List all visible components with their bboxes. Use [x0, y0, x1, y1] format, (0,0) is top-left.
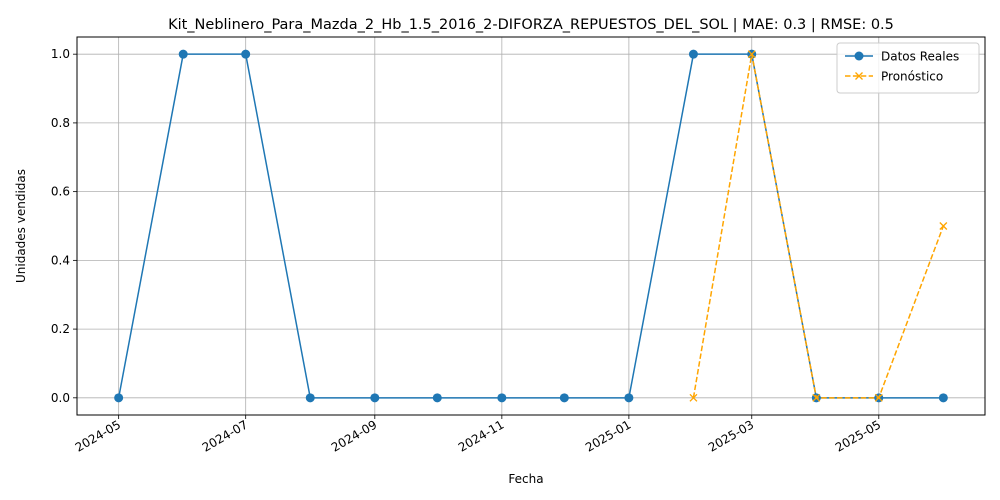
y-axis-label: Unidades vendidas	[14, 169, 28, 283]
legend-x-stroke	[855, 72, 863, 80]
data-point	[178, 49, 188, 59]
legend-marker-pronostico	[855, 72, 863, 80]
series-layer	[114, 49, 948, 403]
forecast-point-stroke	[689, 393, 698, 402]
x-tick-label: 2025-03	[706, 417, 756, 454]
forecast-point-stroke	[747, 50, 756, 59]
forecast-point	[874, 393, 883, 402]
data-point	[305, 393, 315, 403]
x-tick-label: 2024-05	[73, 417, 123, 454]
forecast-point-stroke	[874, 393, 883, 402]
legend: Datos Reales Pronóstico	[836, 42, 980, 94]
series-line-0	[117, 53, 944, 399]
x-tick-label: 2025-05	[833, 417, 883, 454]
data-point	[432, 393, 442, 403]
forecast-point-stroke	[812, 393, 821, 402]
x-axis-label: Fecha	[508, 472, 543, 486]
y-tick-label: 0.8	[51, 116, 70, 130]
data-point	[114, 393, 124, 403]
y-tick-label: 0.2	[51, 322, 70, 336]
chart-title: Kit_Neblinero_Para_Mazda_2_Hb_1.5_2016_2…	[168, 17, 894, 33]
forecast-point-stroke	[939, 222, 948, 230]
data-point	[624, 393, 634, 403]
y-tick-label: 0.4	[51, 253, 70, 267]
data-point	[559, 393, 569, 403]
forecast-point	[939, 222, 948, 230]
data-point	[241, 49, 251, 59]
legend-label-pronostico: Pronóstico	[881, 70, 943, 84]
x-axis: 2024-05 2024-07 2024-09 2024-11 2025-01 2025-…	[73, 415, 883, 455]
plot-frame	[76, 36, 986, 416]
x-tick-label: 2024-07	[200, 417, 250, 454]
y-tick-label: 0.6	[51, 185, 70, 199]
legend-marker-datos-reales	[854, 51, 864, 61]
y-tick-label: 0.0	[51, 391, 70, 405]
forecast-point	[812, 393, 821, 402]
x-tick-label: 2024-09	[329, 417, 379, 454]
data-point	[497, 393, 507, 403]
x-tick-label: 2025-01	[583, 417, 633, 454]
y-axis: 0.0 0.2 0.4 0.6 0.8 1.0	[51, 47, 77, 405]
data-point	[688, 49, 698, 59]
forecast-point	[747, 50, 756, 59]
y-tick-label: 1.0	[51, 47, 70, 61]
series-line-1	[692, 54, 945, 399]
forecast-point	[689, 393, 698, 402]
legend-label-datos-reales: Datos Reales	[881, 50, 959, 64]
grid	[77, 37, 985, 415]
data-point	[938, 393, 948, 403]
data-point	[370, 393, 380, 403]
x-tick-label: 2024-11	[456, 417, 506, 454]
